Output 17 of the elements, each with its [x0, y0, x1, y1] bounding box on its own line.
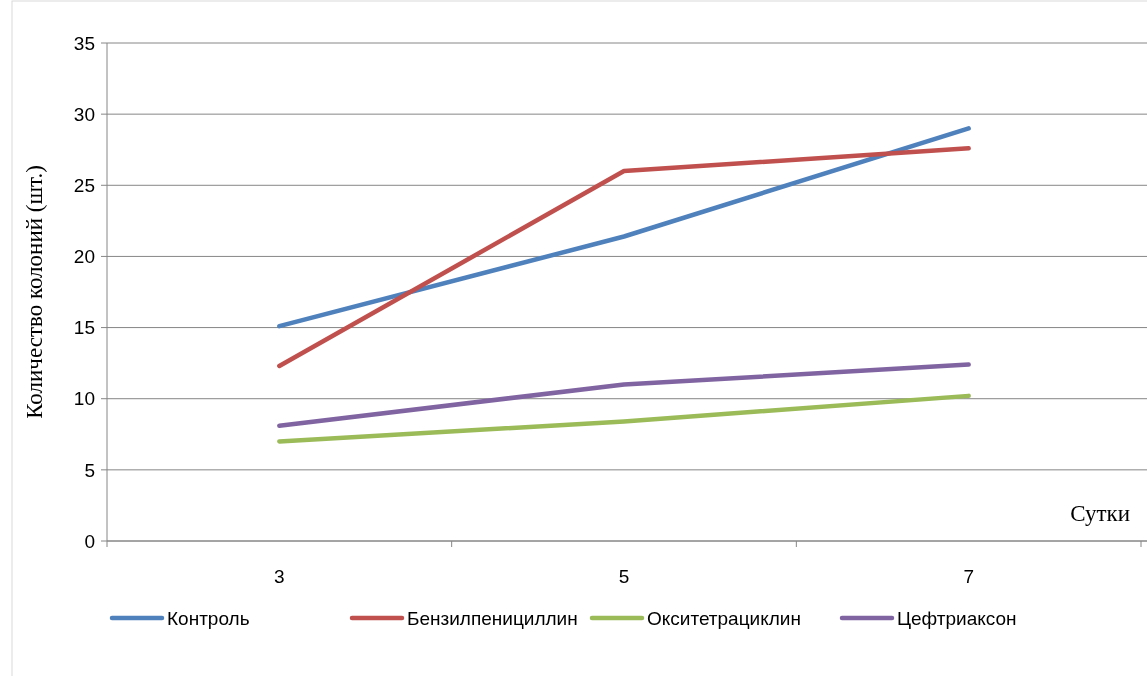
legend-label: Бензилпенициллин [407, 607, 578, 629]
y-tick-label: 30 [73, 103, 95, 125]
y-tick-label: 25 [73, 174, 95, 196]
legend-label: Цефтриаксон [897, 607, 1017, 629]
x-tick-label: 3 [274, 566, 285, 587]
legend-label: Контроль [167, 607, 250, 629]
y-axis-title: Количество колоний (шт.) [22, 165, 47, 419]
y-tick-label: 0 [84, 530, 95, 552]
legend-label: Окситетрациклин [647, 607, 801, 629]
y-tick-label: 5 [84, 459, 95, 481]
x-axis-title: Сутки [1070, 501, 1130, 526]
x-tick-label: 5 [618, 566, 630, 587]
x-tick-label: 7 [963, 566, 974, 587]
y-tick-label: 10 [73, 388, 95, 410]
y-tick-label: 35 [73, 32, 95, 54]
y-tick-label: 15 [73, 317, 95, 339]
y-tick-label: 20 [73, 246, 95, 268]
